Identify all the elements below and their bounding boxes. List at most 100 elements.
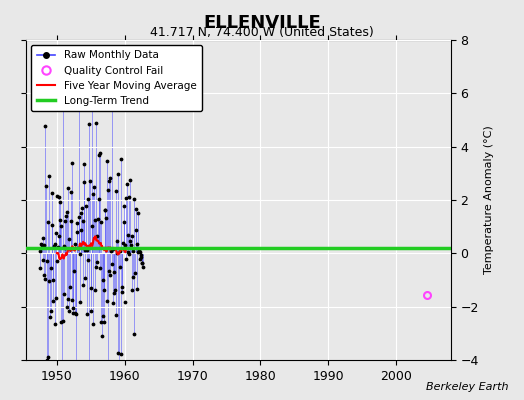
Point (88, 82, 96, 88)
Point (126, 238, 134, 244)
Y-axis label: Temperature Anomaly (°C): Temperature Anomaly (°C) (484, 126, 494, 274)
Point (112, 188, 121, 194)
Point (93, 259, 101, 266)
Point (57, 318, 66, 325)
Point (64, 308, 73, 314)
Point (53, 258, 62, 265)
Point (60, 243, 68, 249)
Point (94, 216, 102, 222)
Point (73, 220, 82, 226)
Point (113, 238, 122, 244)
Point (138, 260, 147, 266)
Point (118, 289, 126, 295)
Point (127, 242, 135, 248)
Point (48, 221, 57, 228)
Point (84, 257, 92, 264)
Point (37, 241, 46, 247)
Point (134, 210, 142, 216)
Point (115, 365, 123, 372)
Point (50, 321, 59, 328)
Point (63, 304, 71, 310)
Point (124, 249, 132, 255)
Point (120, 219, 128, 225)
Point (64, 184, 72, 191)
Point (101, 207, 110, 213)
Point (45, 278, 53, 284)
Point (41, 123, 50, 129)
Point (101, 207, 109, 214)
Point (49, 276, 57, 283)
Point (119, 203, 128, 210)
Point (95, 152, 103, 158)
Point (57, 223, 65, 229)
Point (114, 350, 122, 356)
Point (125, 250, 134, 257)
Point (112, 312, 120, 318)
Point (97, 219, 105, 225)
Point (131, 269, 139, 276)
Point (80, 161, 88, 167)
Point (127, 233, 136, 239)
Point (44, 354, 52, 361)
Point (110, 290, 118, 296)
Point (37, 245, 45, 252)
Point (122, 195, 130, 201)
Point (80, 179, 89, 186)
Point (82, 203, 90, 209)
Point (123, 181, 131, 188)
Point (67, 189, 75, 196)
Point (94, 195, 103, 202)
Text: ELLENVILLE: ELLENVILLE (203, 14, 321, 32)
Point (45, 173, 53, 179)
Point (75, 214, 83, 221)
Point (89, 191, 97, 198)
Point (96, 318, 105, 325)
Point (85, 121, 93, 127)
Point (100, 318, 108, 325)
Point (111, 287, 119, 293)
Point (46, 314, 54, 321)
Point (128, 274, 137, 280)
Point (47, 265, 55, 271)
Point (116, 350, 125, 357)
Point (92, 263, 100, 270)
Point (48, 190, 56, 196)
Point (130, 331, 139, 338)
Point (129, 195, 138, 202)
Point (108, 260, 116, 267)
Point (69, 310, 78, 316)
Point (74, 245, 82, 252)
Point (73, 228, 81, 235)
Point (90, 184, 98, 190)
Point (63, 296, 72, 303)
Point (110, 269, 118, 275)
Point (78, 205, 86, 211)
Point (138, 260, 146, 266)
Point (83, 311, 91, 318)
Point (54, 232, 63, 239)
Point (105, 268, 113, 275)
Point (59, 54, 68, 60)
Point (51, 241, 59, 247)
Point (43, 218, 52, 225)
Point (98, 333, 106, 339)
Point (93, 233, 102, 240)
Point (49, 298, 58, 304)
Point (133, 286, 141, 292)
Point (77, 227, 85, 234)
Point (109, 246, 117, 252)
Point (76, 250, 84, 257)
Point (139, 264, 147, 270)
Point (102, 215, 110, 221)
Point (118, 284, 127, 290)
Point (107, 248, 115, 254)
Point (121, 298, 129, 305)
Point (88, 223, 96, 229)
Point (38, 242, 46, 248)
Point (83, 195, 92, 202)
Point (96, 265, 104, 272)
Point (102, 298, 111, 304)
Point (113, 250, 121, 256)
Point (86, 285, 95, 291)
Point (134, 249, 143, 255)
